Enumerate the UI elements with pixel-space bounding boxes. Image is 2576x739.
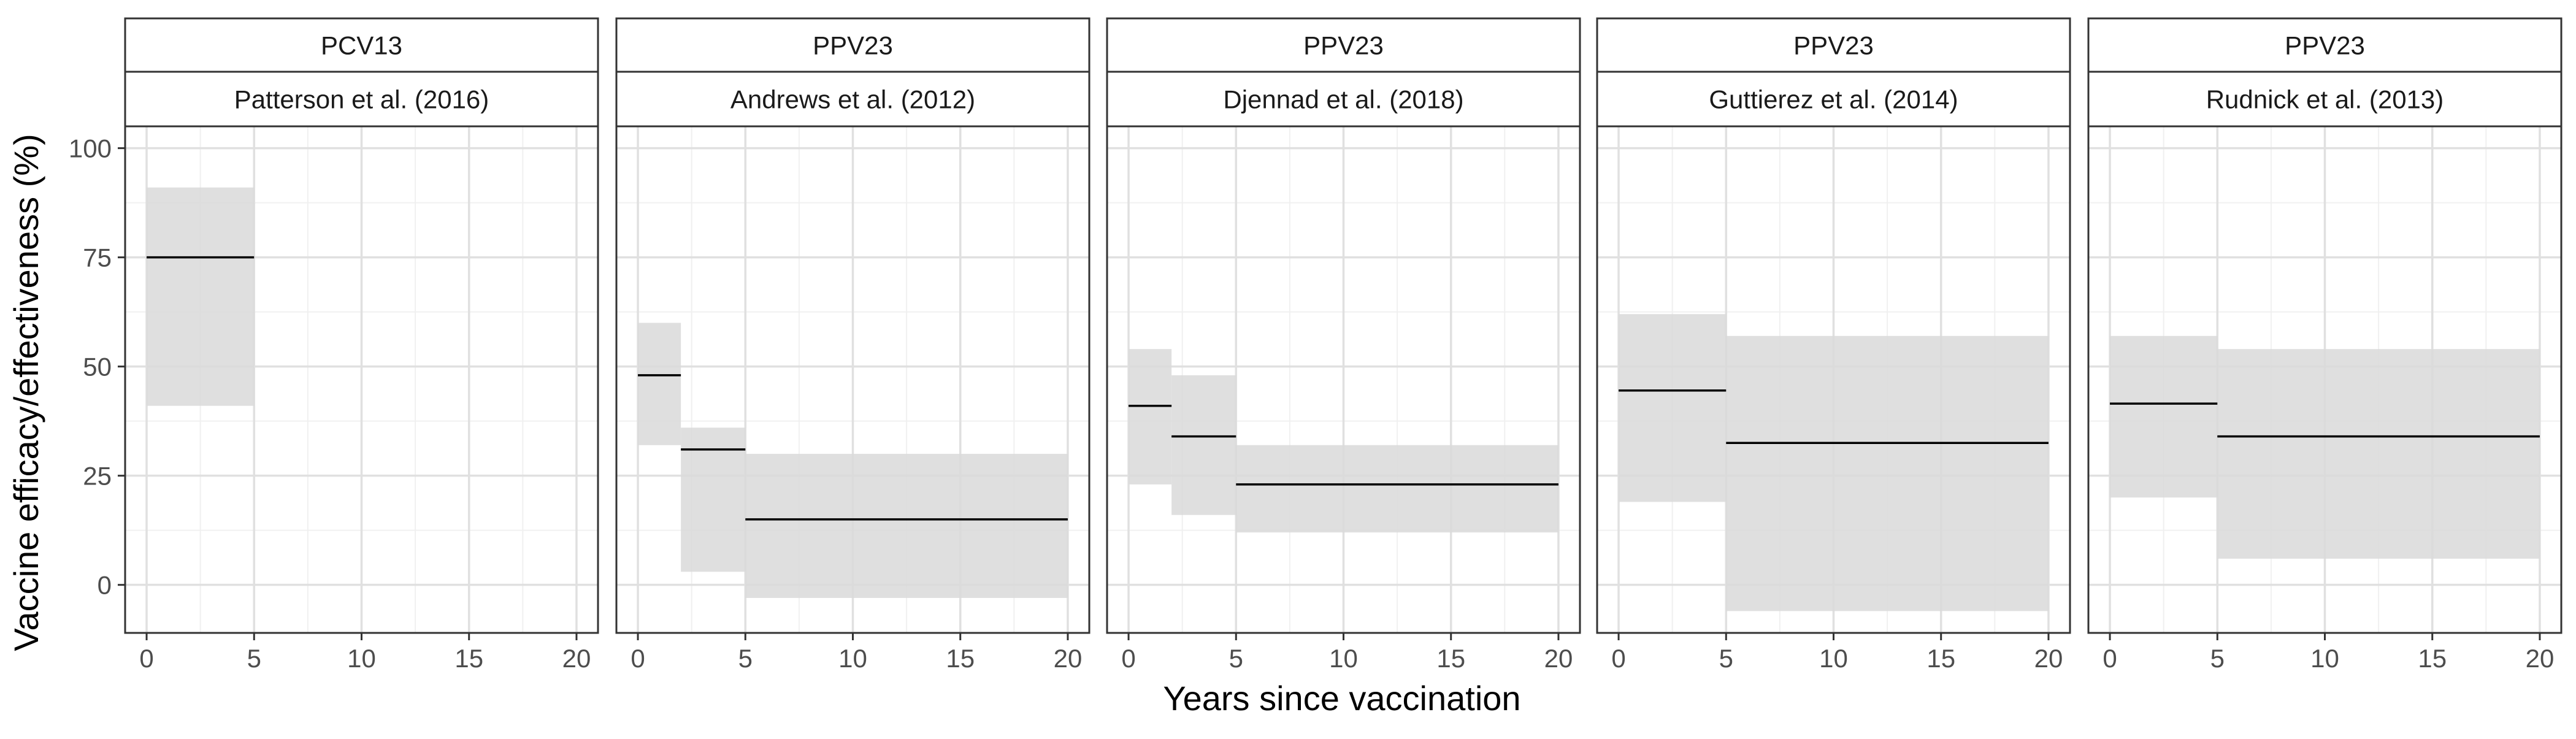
x-tick-label: 10 (1819, 644, 1848, 673)
y-tick-label: 100 (69, 134, 112, 163)
x-tick-label: 15 (946, 644, 975, 673)
x-tick-label: 15 (1436, 644, 1465, 673)
x-tick-label: 0 (631, 644, 645, 673)
strip-study-box (615, 71, 1091, 128)
x-tick-label: 5 (1719, 644, 1733, 673)
strip-vaccine-box (1106, 17, 1581, 73)
panel-4: PPV23 Guttierez et al. (2014) 0 5 10 15 20 (1596, 17, 2071, 673)
panel-3: PPV23 Djennad et al. (2018) 0 5 10 15 20 (1106, 17, 1581, 673)
x-tick-label: 5 (2210, 644, 2225, 673)
strip-study-label: Guttierez et al. (2014) (1709, 85, 1958, 114)
ci-ribbon (1619, 314, 1727, 502)
strip-vaccine-label: PPV23 (1793, 31, 1874, 60)
axis-titles: Years since vaccination Vaccine efficacy… (7, 134, 1521, 718)
strip-vaccine-box (1596, 17, 2071, 73)
y-tick-label: 25 (83, 462, 112, 491)
ci-ribbon (1236, 445, 1558, 533)
x-tick-label: 15 (2418, 644, 2447, 673)
x-tick-label: 10 (838, 644, 867, 673)
x-tick-label: 10 (1329, 644, 1358, 673)
panel-1: PCV13 Patterson et al. (2016) 0 5 10 15 20 0 25 5… (69, 17, 599, 673)
ci-ribbon (745, 454, 1068, 599)
x-tick-label: 0 (1611, 644, 1625, 673)
x-tick-label: 20 (2034, 644, 2063, 673)
x-tick-label: 0 (139, 644, 153, 673)
x-axis-title: Years since vaccination (1163, 679, 1520, 718)
ci-ribbon (681, 427, 746, 572)
strip-study-box (124, 71, 599, 128)
x-tick-label: 20 (1054, 644, 1083, 673)
panel-2: PPV23 Andrews et al. (2012) 0 5 10 15 20 (615, 17, 1091, 673)
y-tick-label: 50 (83, 353, 112, 381)
ci-ribbon (147, 187, 255, 406)
x-tick-label: 15 (1926, 644, 1955, 673)
strip-vaccine-label: PPV23 (1303, 31, 1384, 60)
strip-study-label: Andrews et al. (2012) (730, 85, 975, 114)
strip-vaccine-box (124, 17, 599, 73)
strip-study-box (1106, 71, 1581, 128)
strip-study-label: Patterson et al. (2016) (234, 85, 489, 114)
ci-ribbon (1129, 349, 1172, 484)
strip-vaccine-label: PCV13 (321, 31, 402, 60)
strip-vaccine-box (2087, 17, 2563, 73)
strip-vaccine-label: PPV23 (2285, 31, 2365, 60)
x-tick-label: 20 (562, 644, 591, 673)
strip-study-label: Rudnick et al. (2013) (2206, 85, 2444, 114)
ci-ribbon (1171, 375, 1236, 515)
x-tick-label: 20 (1544, 644, 1573, 673)
strip-vaccine-label: PPV23 (813, 31, 893, 60)
strip-study-box (2087, 71, 2563, 128)
x-tick-label: 5 (247, 644, 261, 673)
ci-ribbon (2110, 335, 2218, 498)
panels-layer: PCV13 Patterson et al. (2016) 0 5 10 15 20 0 25 5… (69, 17, 2563, 673)
strip-study-label: Djennad et al. (2018) (1223, 85, 1463, 114)
y-tick-label: 75 (83, 243, 112, 272)
ci-ribbon (638, 323, 681, 445)
x-tick-label: 10 (347, 644, 376, 673)
x-tick-label: 5 (738, 644, 753, 673)
x-tick-label: 20 (2526, 644, 2555, 673)
y-axis-title: Vaccine efficacy/effectiveness (%) (7, 134, 45, 651)
y-tick-label: 0 (98, 571, 112, 600)
strip-vaccine-box (615, 17, 1091, 73)
x-tick-label: 0 (1121, 644, 1135, 673)
x-tick-label: 5 (1229, 644, 1243, 673)
panel-5: PPV23 Rudnick et al. (2013) 0 5 10 15 20 (2087, 17, 2563, 673)
x-tick-label: 15 (454, 644, 483, 673)
x-tick-label: 0 (2103, 644, 2117, 673)
x-tick-label: 10 (2310, 644, 2339, 673)
ci-ribbon (2217, 349, 2540, 559)
ci-ribbon (1726, 335, 2049, 611)
